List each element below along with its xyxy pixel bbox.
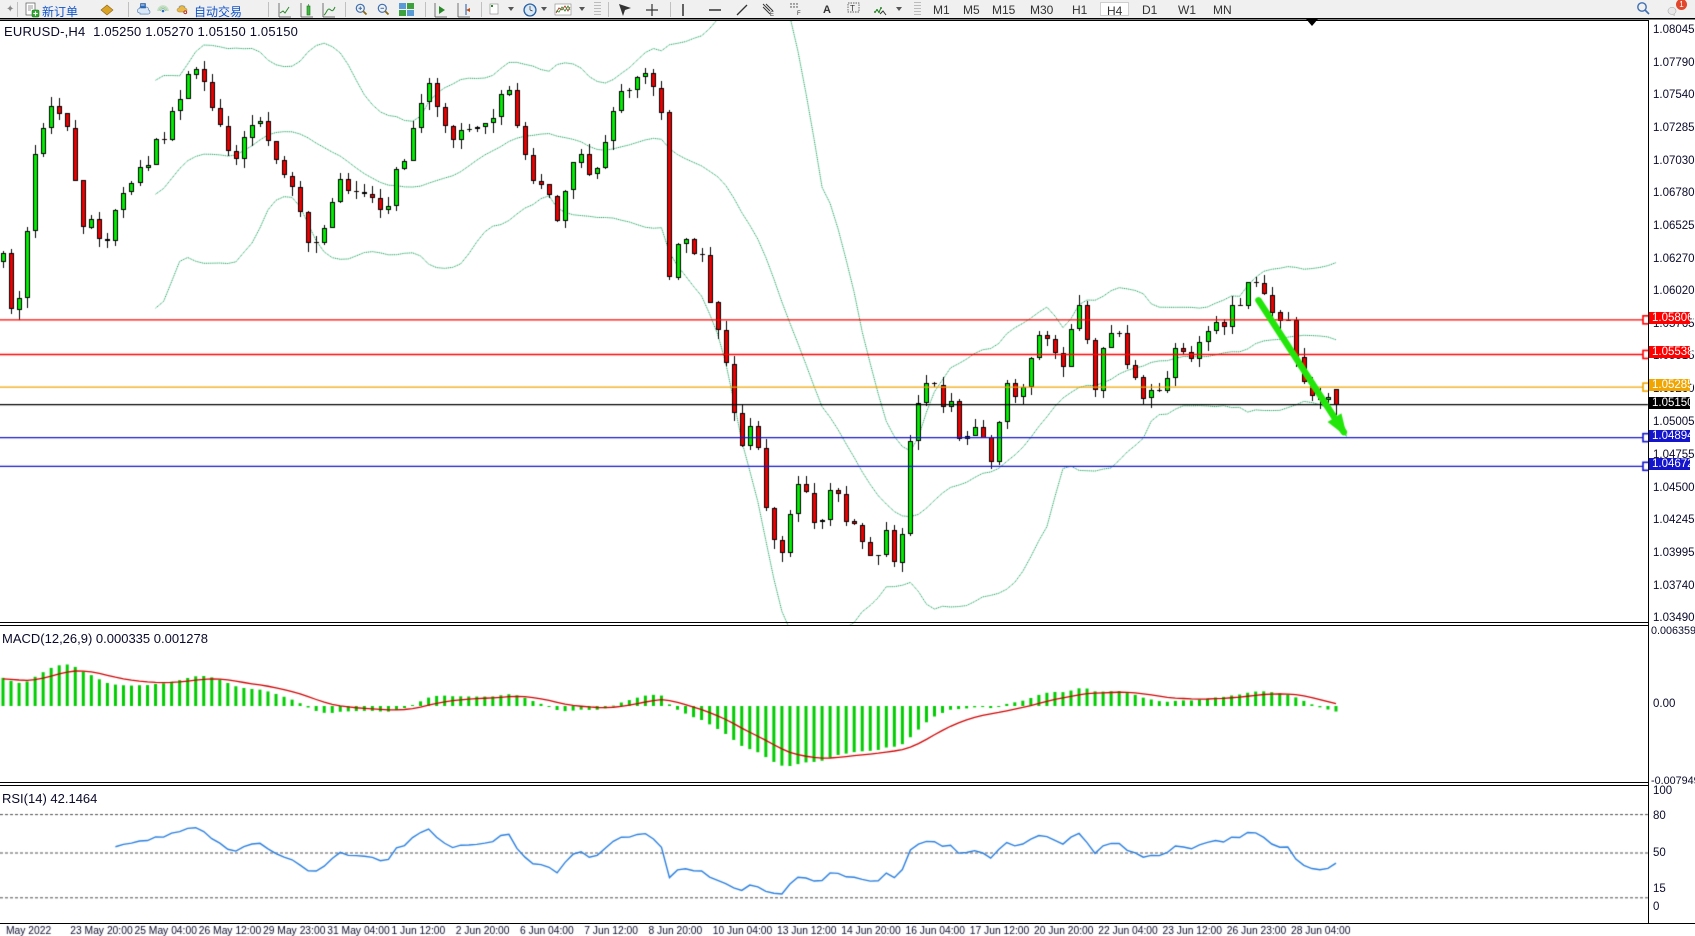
svg-text:F: F (797, 11, 801, 17)
svg-text:T: T (850, 4, 855, 13)
svg-text:A: A (823, 4, 831, 16)
